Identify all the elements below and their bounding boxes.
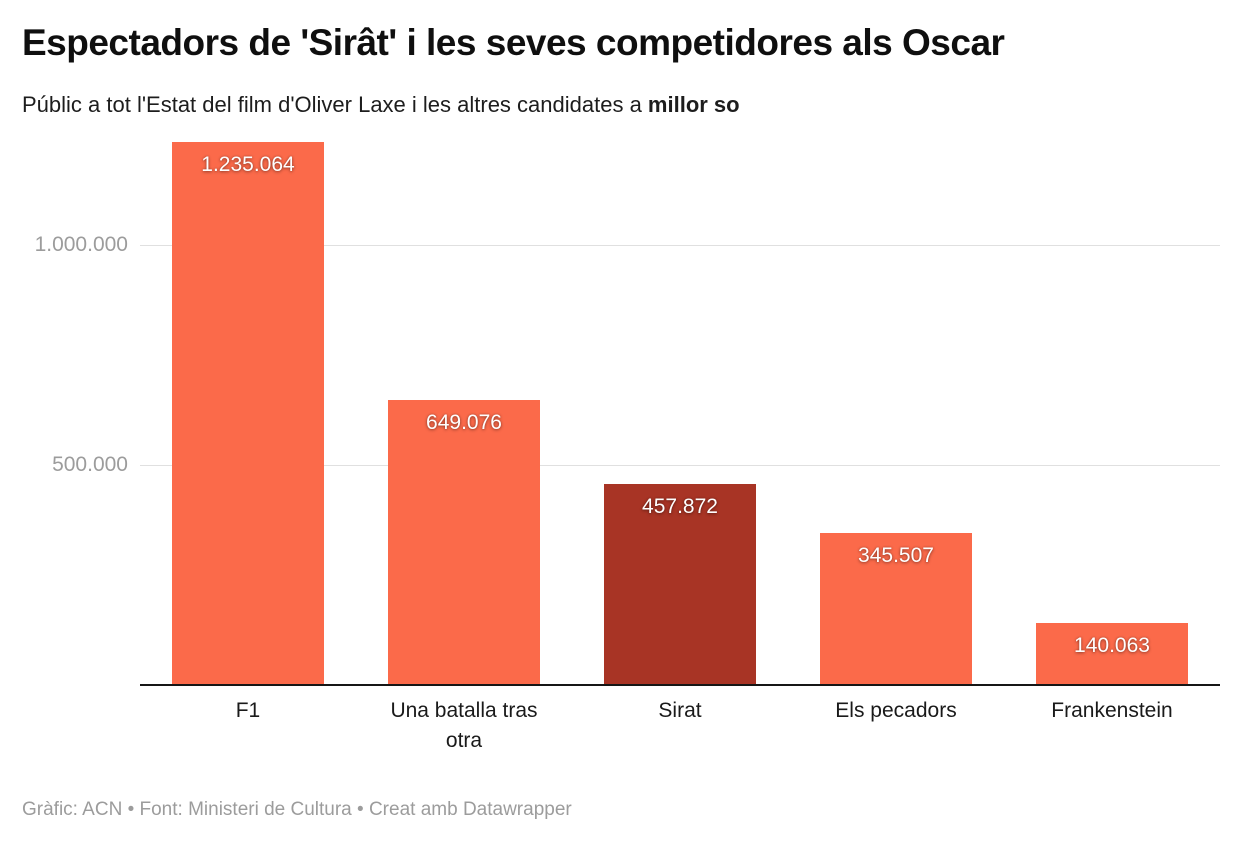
chart-title: Espectadors de 'Sirât' i les seves compe… [22,22,1005,63]
x-axis-baseline [140,684,1220,686]
plot-area: 1.235.064 649.076 457.872 345.507 140.06… [140,142,1220,685]
x-axis-label: F1 [235,699,261,722]
gridline [140,245,1220,246]
bar-value-label: 457.872 [642,495,718,518]
x-axis-label: Sirat [658,699,702,722]
bar-una-batalla-tras-otra[interactable]: 649.076 [388,400,540,685]
x-axis-label: Els pecadors [835,699,957,722]
bar-value-label: 345.507 [858,544,934,567]
x-axis-label: Frankenstein [1051,699,1173,722]
gridline [140,465,1220,466]
subtitle-bold-text: millor so [647,92,740,117]
y-axis-tick-label: 1.000.000 [34,233,128,256]
bar-sirat[interactable]: 457.872 [604,484,756,685]
x-axis-label: Una batalla tras otra [390,699,538,752]
bar-value-label: 1.235.064 [201,153,295,176]
subtitle-text: Públic a tot l'Estat del film d'Oliver L… [22,92,648,117]
bar-els-pecadors[interactable]: 345.507 [820,533,972,685]
y-axis-tick-label: 500.000 [52,453,128,476]
bar-value-label: 140.063 [1074,634,1150,657]
chart-footer: Gràfic: ACN • Font: Ministeri de Cultura… [22,799,572,820]
chart-subtitle: Públic a tot l'Estat del film d'Oliver L… [22,92,1212,118]
bar-frankenstein[interactable]: 140.063 [1036,623,1188,685]
bar-value-label: 649.076 [426,411,502,434]
bar-f1[interactable]: 1.235.064 [172,142,324,685]
